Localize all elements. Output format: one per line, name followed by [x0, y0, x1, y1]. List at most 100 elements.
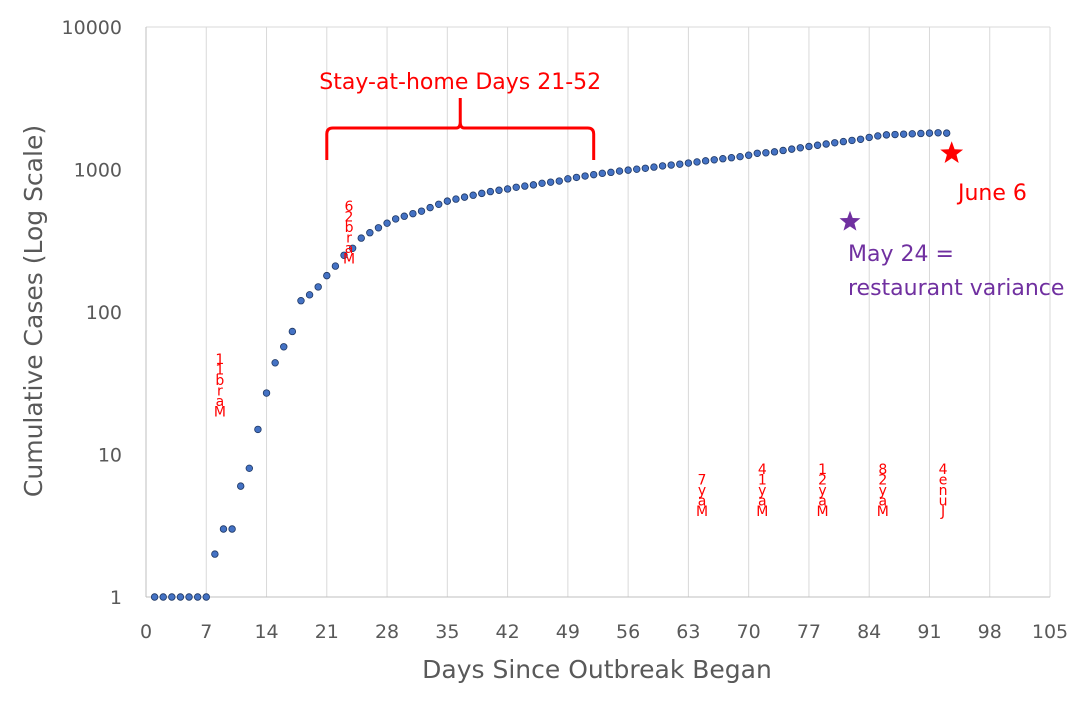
data-point	[925, 129, 934, 137]
vertical-date-char: 7	[698, 473, 707, 489]
data-point	[831, 139, 839, 147]
data-point	[460, 193, 469, 201]
data-point	[443, 197, 452, 205]
x-tick-label: 63	[676, 621, 700, 643]
tick-labels: 0 7 14 21 28 35 42 49 56 63 70 77 84 91 98 105110100100…	[62, 17, 1069, 643]
vertical-date-char: u	[939, 494, 948, 510]
data-point	[736, 152, 744, 161]
data-point	[331, 262, 340, 270]
vertical-date-char: 1	[818, 462, 827, 478]
data-point	[495, 186, 503, 194]
may24-label-line1: May 24 =	[848, 242, 954, 267]
x-tick-label: 35	[435, 621, 459, 643]
vertical-date-char: M	[816, 504, 828, 520]
vertical-date-char: a	[216, 394, 225, 410]
may24-label-line2: restaurant variance	[848, 276, 1064, 301]
x-tick-label: 21	[315, 621, 339, 643]
data-point	[856, 135, 865, 143]
vertical-date-char: 2	[818, 473, 827, 489]
vertical-date-char: 1	[758, 473, 767, 489]
y-tick-label: 10000	[62, 17, 122, 39]
vertical-date-char: M	[756, 504, 768, 520]
data-point	[383, 219, 391, 227]
data-point	[254, 425, 262, 434]
data-point	[176, 593, 185, 601]
vertical-date-char: a	[758, 494, 767, 510]
data-point	[598, 169, 607, 178]
data-point	[305, 291, 314, 299]
data-point	[193, 593, 202, 601]
vertical-date-char: 2	[345, 209, 354, 225]
data-point	[503, 185, 512, 193]
data-point	[788, 145, 796, 153]
data-point	[615, 167, 624, 175]
vertical-date-char: 4	[939, 462, 948, 478]
data-point	[426, 203, 434, 212]
data-point	[323, 271, 331, 280]
data-point	[633, 165, 641, 173]
data-point	[340, 251, 348, 259]
data-point	[796, 144, 805, 152]
data-point	[676, 160, 684, 168]
data-point	[211, 550, 219, 558]
data-point	[607, 168, 615, 177]
data-point	[564, 175, 572, 183]
data-point	[848, 136, 856, 145]
gridlines	[146, 26, 1051, 597]
x-tick-label: 0	[140, 621, 152, 643]
vertical-date-char: y	[758, 483, 766, 499]
vertical-date-char: M	[877, 504, 889, 520]
vertical-date-char: a	[698, 494, 707, 510]
data-point	[314, 283, 322, 291]
data-point	[917, 129, 925, 138]
data-point	[271, 359, 279, 367]
data-point	[693, 158, 701, 166]
x-tick-label: 84	[857, 621, 881, 643]
vertical-date-char: r	[217, 384, 223, 400]
data-point	[150, 593, 159, 601]
data-point	[753, 149, 761, 157]
data-point	[891, 130, 899, 139]
data-point	[262, 389, 271, 397]
data-point	[727, 154, 736, 162]
vertical-date-char: b	[345, 220, 354, 236]
data-point	[288, 327, 297, 336]
x-tick-label: 70	[737, 621, 761, 643]
x-tick-label: 49	[556, 621, 580, 643]
data-point	[719, 155, 727, 163]
data-point	[813, 141, 822, 149]
data-point	[865, 133, 873, 142]
x-tick-label: 91	[917, 621, 941, 643]
data-point	[374, 224, 383, 232]
data-point	[357, 234, 365, 242]
data-point	[486, 187, 495, 196]
data-point	[684, 159, 693, 167]
june6-star-marker	[940, 141, 964, 163]
data-point	[546, 178, 555, 186]
vertical-date-char: y	[818, 483, 826, 499]
vertical-date-char: 6	[345, 199, 354, 215]
vertical-date-char: 2	[878, 473, 887, 489]
data-point	[366, 229, 374, 237]
data-point	[934, 129, 942, 137]
data-point	[770, 148, 779, 156]
x-tick-label: 14	[254, 621, 278, 643]
data-point	[529, 181, 538, 189]
vertical-date-char: 8	[878, 462, 887, 478]
vertical-date-char: M	[696, 504, 708, 520]
vertical-date-char: 1	[215, 352, 224, 368]
y-tick-label: 10	[98, 445, 122, 467]
june6-label: June 6	[956, 181, 1027, 206]
data-point	[202, 593, 210, 601]
vertical-date-char: n	[939, 483, 948, 499]
